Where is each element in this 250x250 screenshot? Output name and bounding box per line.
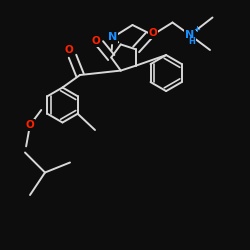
Text: O: O [91, 36, 100, 46]
Text: O: O [64, 45, 73, 55]
Text: O: O [149, 28, 158, 38]
Text: O: O [26, 120, 34, 130]
Text: H: H [188, 38, 195, 46]
Text: N: N [108, 32, 117, 42]
Text: N: N [186, 30, 194, 40]
Text: +: + [193, 25, 200, 34]
